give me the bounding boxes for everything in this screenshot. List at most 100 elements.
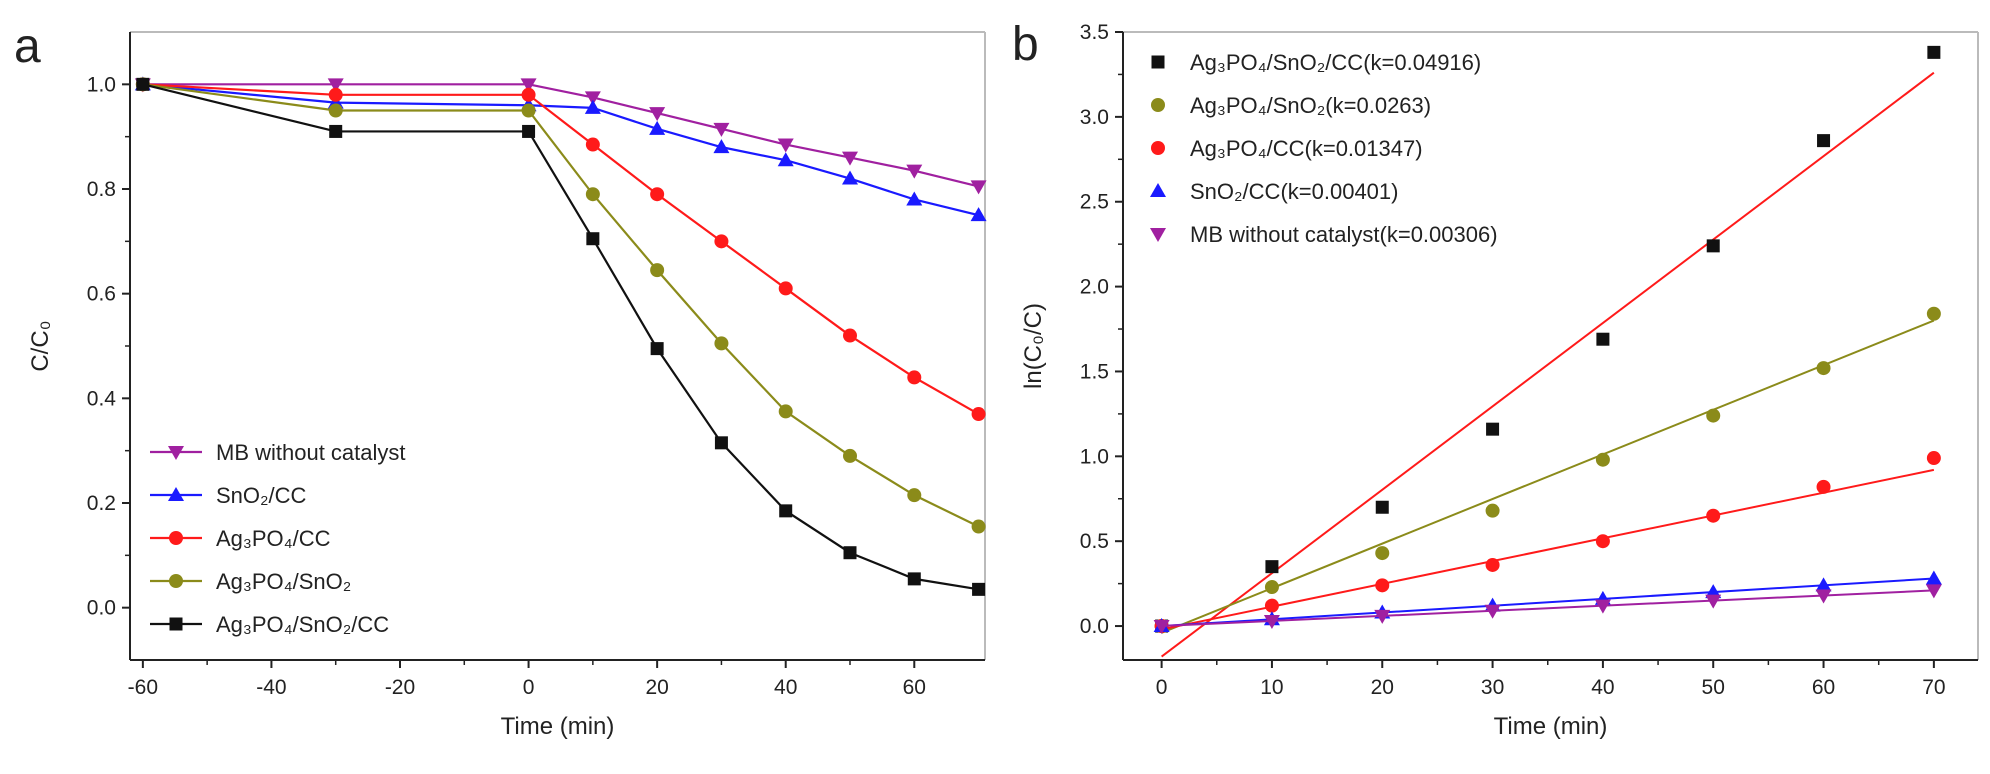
panel-b-x-tick-label: 50 — [1702, 676, 1725, 699]
panel-b-data-point — [1817, 134, 1831, 148]
panel-a-data-point — [327, 78, 344, 93]
panel-a-y-tick-label: 1.0 — [87, 73, 116, 96]
panel-a-data-point — [584, 91, 601, 106]
panel-a-data-point — [777, 152, 794, 167]
panel-b-data-point — [1375, 546, 1390, 561]
panel-a-data-point — [843, 448, 857, 463]
panel-a-y-tick-label: 0.2 — [87, 492, 116, 515]
panel-b-series-4 — [1153, 584, 1942, 635]
panel-b-data-point — [1263, 614, 1280, 629]
panel-a-data-point — [714, 234, 729, 249]
panel-b-legend-marker — [1151, 55, 1165, 69]
panel-a-data-point — [328, 87, 343, 102]
panel-a-data-point — [972, 582, 986, 596]
panel-b-x-tick-label: 60 — [1812, 676, 1835, 699]
panel-b-y-tick-label: 1.5 — [1080, 360, 1109, 383]
panel-a-data-point — [520, 78, 537, 93]
panel-b-y-tick-label: 2.0 — [1080, 276, 1109, 299]
panel-b-data-point — [1375, 578, 1390, 593]
panel-a-data-point — [970, 207, 987, 222]
panel-b-data-point — [1927, 45, 1941, 59]
panel-b-data-point — [1265, 560, 1279, 574]
panel-b-data-point — [1486, 422, 1500, 436]
panel-a-data-point — [843, 546, 857, 560]
panel-b-legend-label: Ag₃PO₄/SnO₂(k=0.0263) — [1190, 93, 1431, 118]
panel-b-y-tick-label: 3.0 — [1080, 106, 1109, 129]
panel-a-y-tick-label: 0.8 — [87, 178, 116, 201]
panel-b-data-point — [1596, 332, 1610, 346]
panel-a-legend-label: Ag₃PO₄/SnO₂/CC — [216, 612, 389, 637]
panel-a-data-point — [521, 87, 536, 102]
panel-b-data-point — [1595, 534, 1610, 549]
panel-a-data-point — [843, 328, 857, 343]
panel-b-legend-marker — [1151, 98, 1165, 112]
panel-a-data-point — [585, 187, 600, 202]
panel-a-legend: MB without catalyst SnO₂/CC Ag₃PO₄/CC Ag₃PO… — [150, 440, 406, 637]
panel-a-series-2 — [135, 77, 986, 422]
panel-a-x-tick-label: 20 — [645, 676, 668, 699]
panel-a-x-tick-label: 0 — [523, 676, 535, 699]
panel-b-data-point — [1595, 452, 1610, 467]
panel-a-series-1 — [134, 76, 987, 222]
panel-b-legend: Ag₃PO₄/SnO₂/CC(k=0.04916) Ag₃PO₄/SnO₂(k=0… — [1150, 50, 1498, 247]
panel-b-data-point — [1375, 500, 1389, 514]
panel-b-x-tick-label: 40 — [1591, 676, 1614, 699]
panel-a-y-tick-label: 0.0 — [87, 597, 116, 620]
panel-a-x-axis-label: Time (min) — [501, 713, 615, 740]
panel-a-y-tick-label: 0.4 — [87, 387, 117, 410]
panel-b-x-tick-label: 10 — [1260, 676, 1283, 699]
panel-a-data-point — [971, 519, 986, 534]
panel-b-legend-label: SnO₂/CC(k=0.00401) — [1190, 179, 1398, 204]
panel-b-legend-marker — [1151, 141, 1165, 155]
panel-b-x-axis-label: Time (min) — [1494, 713, 1608, 740]
panel-a-data-point — [906, 191, 923, 206]
panel-b-data-point — [1374, 609, 1391, 624]
panel-a-y-tick-label: 0.6 — [87, 283, 116, 306]
panel-a-legend-marker — [168, 487, 184, 501]
panel-b-data-point — [1926, 306, 1941, 321]
panel-a-x-tick-label: -20 — [385, 676, 415, 699]
panel-a-data-point — [778, 281, 793, 296]
panel-b-series-2 — [1154, 451, 1941, 634]
panel-a-legend-marker — [169, 617, 183, 631]
panel-b-data-point — [1484, 604, 1501, 619]
panel-a-data-point — [584, 99, 601, 114]
panel-a-data-point — [907, 370, 922, 385]
panel-a-data-point — [842, 170, 858, 185]
panel-a-series-line — [142, 83, 979, 217]
panel-b-y-tick-label: 3.5 — [1080, 21, 1109, 44]
panel-b-fit-line — [1161, 71, 1935, 658]
panel-a-legend-marker — [169, 574, 183, 588]
panel-a-series-line — [142, 83, 980, 528]
panel-b-fit-line — [1161, 589, 1934, 628]
panel-a-legend-marker — [169, 531, 183, 545]
panel-b-legend-label: MB without catalyst(k=0.00306) — [1190, 222, 1498, 247]
panel-a-data-point — [971, 407, 986, 422]
panel-b-data-point — [1706, 239, 1720, 253]
panel-b-fit-line — [1161, 577, 1934, 628]
panel-a-data-point — [522, 124, 536, 138]
panel-b-data-point — [1485, 503, 1500, 518]
panel-a-data-point — [714, 436, 728, 450]
panel-a-data-point — [650, 342, 664, 356]
panel-b-data-point — [1264, 598, 1279, 613]
panel-a-data-point — [650, 263, 665, 278]
panel-b-data-point — [1815, 577, 1832, 592]
panel-b-data-point — [1926, 451, 1941, 466]
panel-a-data-point — [907, 488, 922, 503]
panel-b-legend-marker — [1150, 183, 1166, 197]
panel-b-legend-marker — [1150, 228, 1166, 242]
panel-a-legend-label: Ag₃PO₄/CC — [216, 526, 331, 551]
panel-b-data-point — [1594, 599, 1611, 614]
panel-a-series-4 — [136, 77, 986, 596]
panel-a-series-line — [142, 83, 980, 415]
panel-a-data-point — [779, 504, 793, 518]
panel-b-y-tick-label: 2.5 — [1080, 191, 1109, 214]
panel-a-x-tick-label: -40 — [256, 676, 286, 699]
panel-a-data-point — [650, 187, 665, 202]
panel-b-data-point — [1925, 584, 1942, 599]
panel-a-series-line — [142, 83, 979, 188]
panel-b-legend-label: Ag₃PO₄/CC(k=0.01347) — [1190, 136, 1423, 161]
panel-a-data-point — [713, 122, 730, 137]
